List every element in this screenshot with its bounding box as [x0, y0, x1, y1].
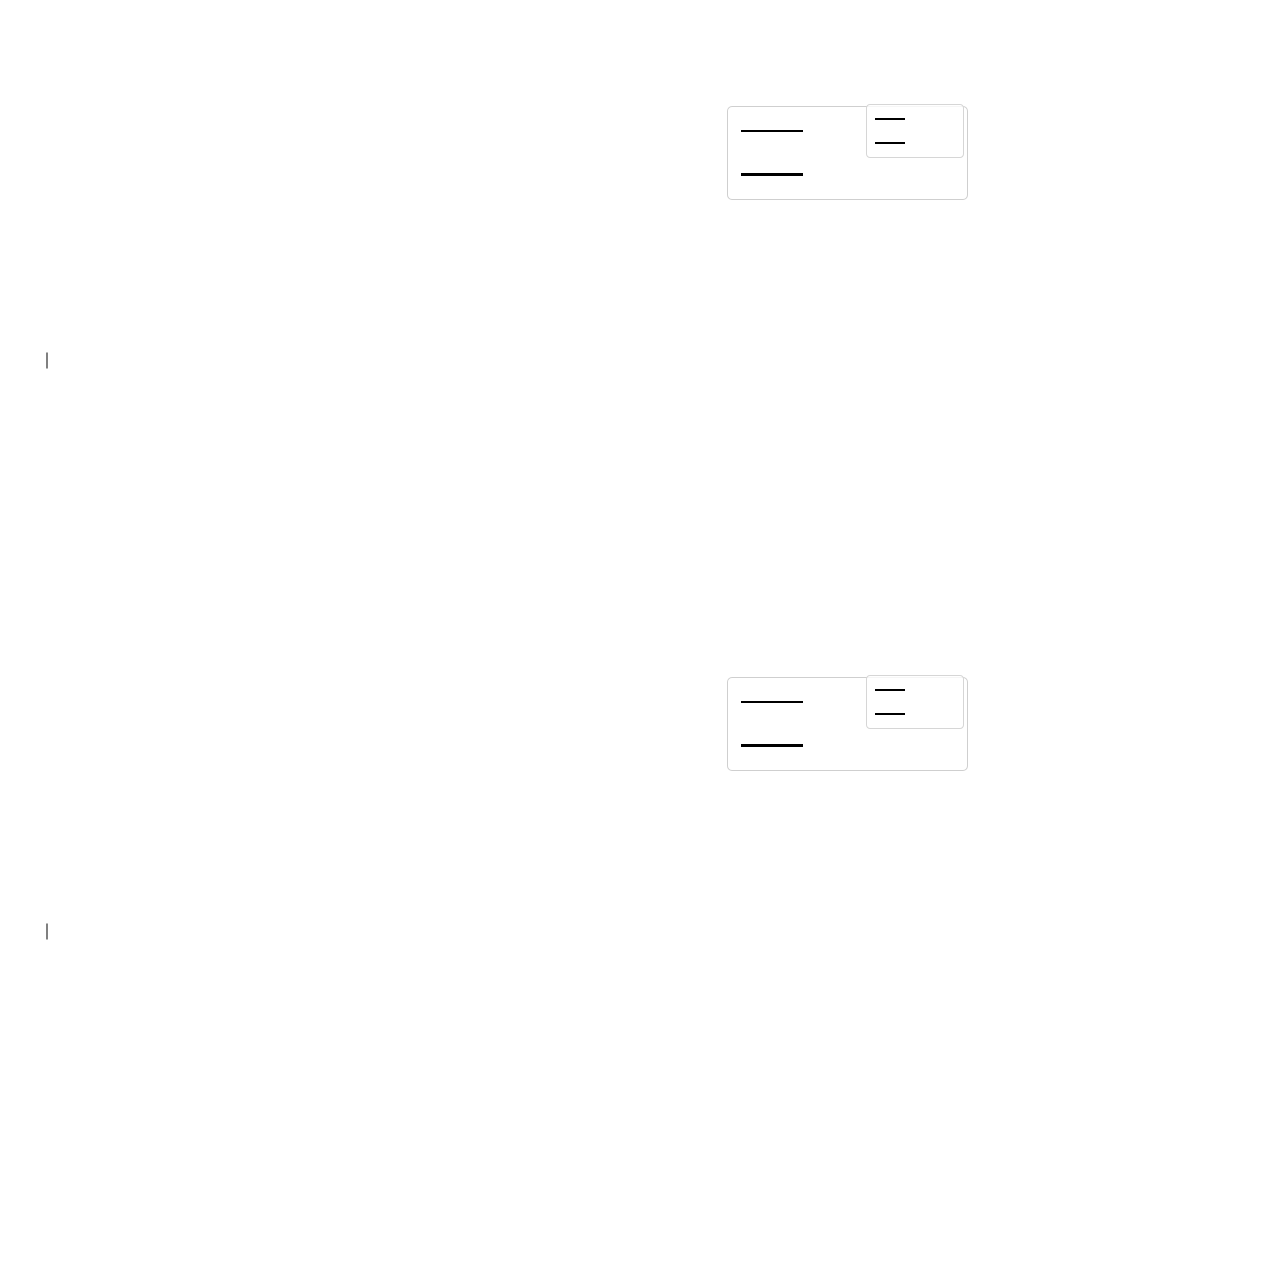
- sigma-line-sample: [741, 744, 803, 748]
- mini-row-ip8y: [875, 118, 963, 120]
- legend-row-sigma: [741, 173, 967, 177]
- ip8y-line-sample: [875, 118, 905, 120]
- ip2x-line-sample: [875, 713, 905, 715]
- mb-denominator: [46, 352, 48, 369]
- mini-row-ip2x: [875, 713, 963, 715]
- mini-row-ip8y: [875, 689, 963, 691]
- mini-legend-bottom: [866, 675, 964, 729]
- beam2-line-sample: [741, 700, 803, 703]
- mb-fraction: [46, 923, 48, 940]
- sigma-line-sample: [741, 173, 803, 177]
- mini-row-ip2x: [875, 142, 963, 144]
- mini-legend-top: [866, 104, 964, 158]
- legend-row-beam2: [741, 700, 967, 703]
- mb-denominator: [46, 923, 48, 940]
- y-axis-label-mb-bottom: [46, 915, 48, 940]
- mb-fraction: [46, 352, 48, 369]
- ip8y-line-sample: [875, 689, 905, 691]
- ip2x-line-sample: [875, 142, 905, 144]
- legend-row-sigma: [741, 744, 967, 748]
- legend-row-beam1: [741, 129, 967, 132]
- y-axis-label-mb-top: [46, 344, 48, 369]
- beam1-line-sample: [741, 129, 803, 132]
